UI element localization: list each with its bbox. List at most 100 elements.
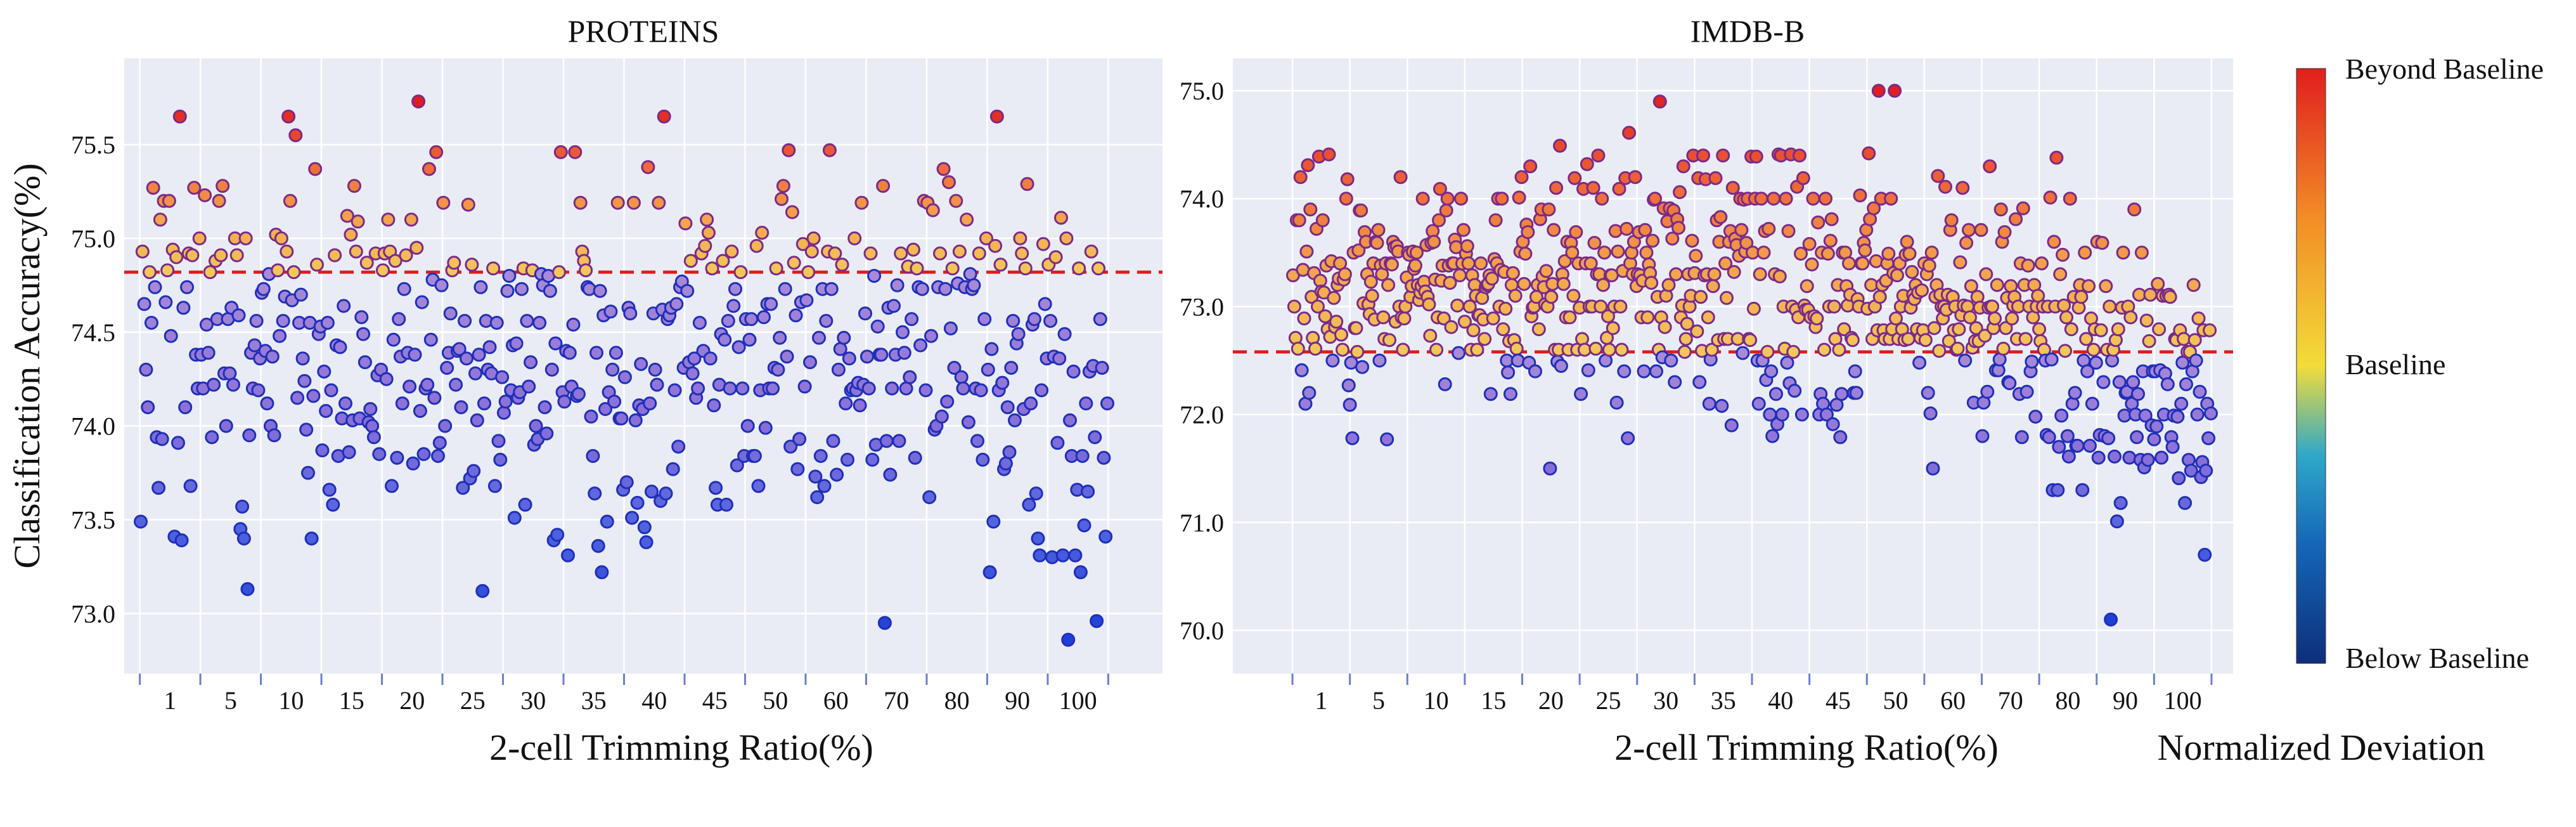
- proteins-x-ticks: 1 5 10 15 20 25 30 35 40 45 50 60 70 80 90 100: [139, 674, 1109, 715]
- proteins-data-point: [273, 329, 287, 343]
- proteins-data-point: [903, 370, 917, 384]
- proteins-data-point: [747, 449, 762, 463]
- imdbb-data-point: [1637, 364, 1651, 379]
- proteins-data-point: [885, 381, 899, 396]
- proteins-data-point: [819, 314, 834, 328]
- proteins-data-point: [828, 246, 842, 261]
- imdbb-data-point: [1495, 192, 1509, 206]
- proteins-data-point: [357, 355, 372, 370]
- imdbb-data-point: [1862, 146, 1876, 160]
- proteins-data-point: [854, 195, 869, 210]
- imdbb-data-point: [1510, 353, 1525, 368]
- imdbb-data-point: [1382, 333, 1396, 348]
- proteins-x-tick-label: 80: [944, 686, 970, 715]
- imdbb-data-point: [2078, 245, 2092, 260]
- proteins-data-point: [1018, 261, 1033, 276]
- imdbb-data-point: [1890, 268, 1904, 283]
- imdbb-data-point: [1432, 213, 1446, 228]
- imdbb-data-point: [2053, 267, 2068, 282]
- imdbb-data-point: [1781, 224, 1796, 238]
- proteins-data-point: [723, 381, 737, 396]
- proteins-data-point: [908, 450, 922, 465]
- imdbb-data-point: [1962, 223, 1976, 237]
- proteins-data-point: [831, 362, 846, 377]
- proteins-data-point: [395, 396, 409, 411]
- proteins-data-point: [680, 283, 695, 298]
- proteins-data-point: [812, 330, 826, 345]
- imdbb-data-point: [2025, 355, 2039, 369]
- proteins-data-point: [840, 452, 854, 467]
- proteins-data-point: [422, 162, 436, 176]
- imdbb-data-point: [2113, 496, 2128, 511]
- imdbb-x-tick-label: 25: [1595, 686, 1621, 715]
- imdbb-data-point: [1621, 431, 1635, 445]
- imdbb-data-point: [1834, 387, 1849, 401]
- proteins-data-point: [137, 297, 151, 311]
- imdbb-data-point: [2056, 247, 2070, 262]
- imdbb-data-point: [2141, 453, 2155, 467]
- proteins-y-ticks: 73.0 73.5 74.0 74.5 75.0 75.5: [71, 131, 115, 628]
- proteins-data-point: [236, 531, 251, 546]
- proteins-data-point: [143, 265, 157, 280]
- proteins-data-point: [593, 283, 607, 298]
- imdbb-data-point: [1806, 192, 1820, 206]
- proteins-data-point: [174, 533, 189, 547]
- imdbb-data-point: [2096, 375, 2111, 389]
- imdbb-data-point: [1351, 243, 1366, 257]
- proteins-data-point: [776, 179, 790, 193]
- imdbb-data-point: [1902, 247, 1917, 261]
- imdbb-data-point: [1341, 378, 1356, 393]
- imdbb-data-point: [1780, 355, 1794, 370]
- proteins-data-point: [473, 280, 488, 294]
- imdbb-data-point: [2172, 471, 2186, 485]
- proteins-y-tick-label: 74.5: [71, 318, 115, 347]
- proteins-data-point: [460, 351, 473, 366]
- imdbb-data-point: [1345, 431, 1360, 445]
- proteins-data-point: [397, 282, 411, 296]
- imdbb-data-point: [1456, 223, 1471, 237]
- imdbb-data-point: [1565, 245, 1580, 260]
- proteins-x-tick-label: 15: [339, 686, 364, 715]
- imdbb-data-point: [1614, 342, 1629, 357]
- proteins-data-point: [758, 420, 773, 435]
- proteins-data-point: [171, 436, 185, 450]
- proteins-data-point: [1100, 396, 1114, 411]
- proteins-data-point: [351, 214, 365, 229]
- proteins-data-point: [972, 246, 986, 261]
- imdbb-data-point: [1595, 192, 1609, 206]
- proteins-data-point: [1004, 361, 1019, 375]
- imdbb-x-tick-label: 5: [1372, 686, 1385, 715]
- imdbb-data-point: [1354, 203, 1368, 218]
- proteins-data-point: [867, 269, 882, 283]
- imdbb-data-point: [2154, 450, 2168, 465]
- proteins-data-point: [359, 256, 374, 270]
- proteins-data-point: [804, 244, 819, 259]
- proteins-data-point: [792, 432, 807, 446]
- imdbb-data-point: [1665, 231, 1680, 246]
- proteins-data-point: [890, 278, 905, 292]
- imdbb-data-point: [2079, 332, 2094, 346]
- imdbb-data-point: [1958, 353, 1973, 368]
- imdbb-data-point: [2138, 408, 2153, 423]
- imdbb-data-point: [1832, 342, 1846, 357]
- imdbb-data-point: [1743, 333, 1758, 348]
- imdbb-data-point: [1486, 311, 1500, 326]
- proteins-data-point: [897, 346, 911, 360]
- imdbb-data-point: [1765, 429, 1780, 443]
- proteins-data-point: [692, 316, 707, 330]
- proteins-data-point: [808, 469, 823, 484]
- imdbb-y-tick-label: 74.0: [1180, 185, 1224, 213]
- proteins-data-point: [847, 231, 862, 245]
- imdbb-data-point: [1944, 213, 1959, 228]
- imdbb-data-point: [1811, 215, 1826, 230]
- imdbb-data-point: [1678, 332, 1693, 346]
- proteins-data-point: [1034, 383, 1049, 398]
- proteins-data-point: [600, 514, 614, 529]
- proteins-data-point: [716, 254, 730, 268]
- proteins-data-point: [1059, 231, 1074, 245]
- proteins-data-point: [1031, 531, 1045, 546]
- proteins-data-point: [778, 282, 792, 296]
- proteins-data-point: [728, 282, 742, 296]
- proteins-data-point: [151, 481, 166, 495]
- proteins-x-tick-label: 30: [520, 686, 546, 715]
